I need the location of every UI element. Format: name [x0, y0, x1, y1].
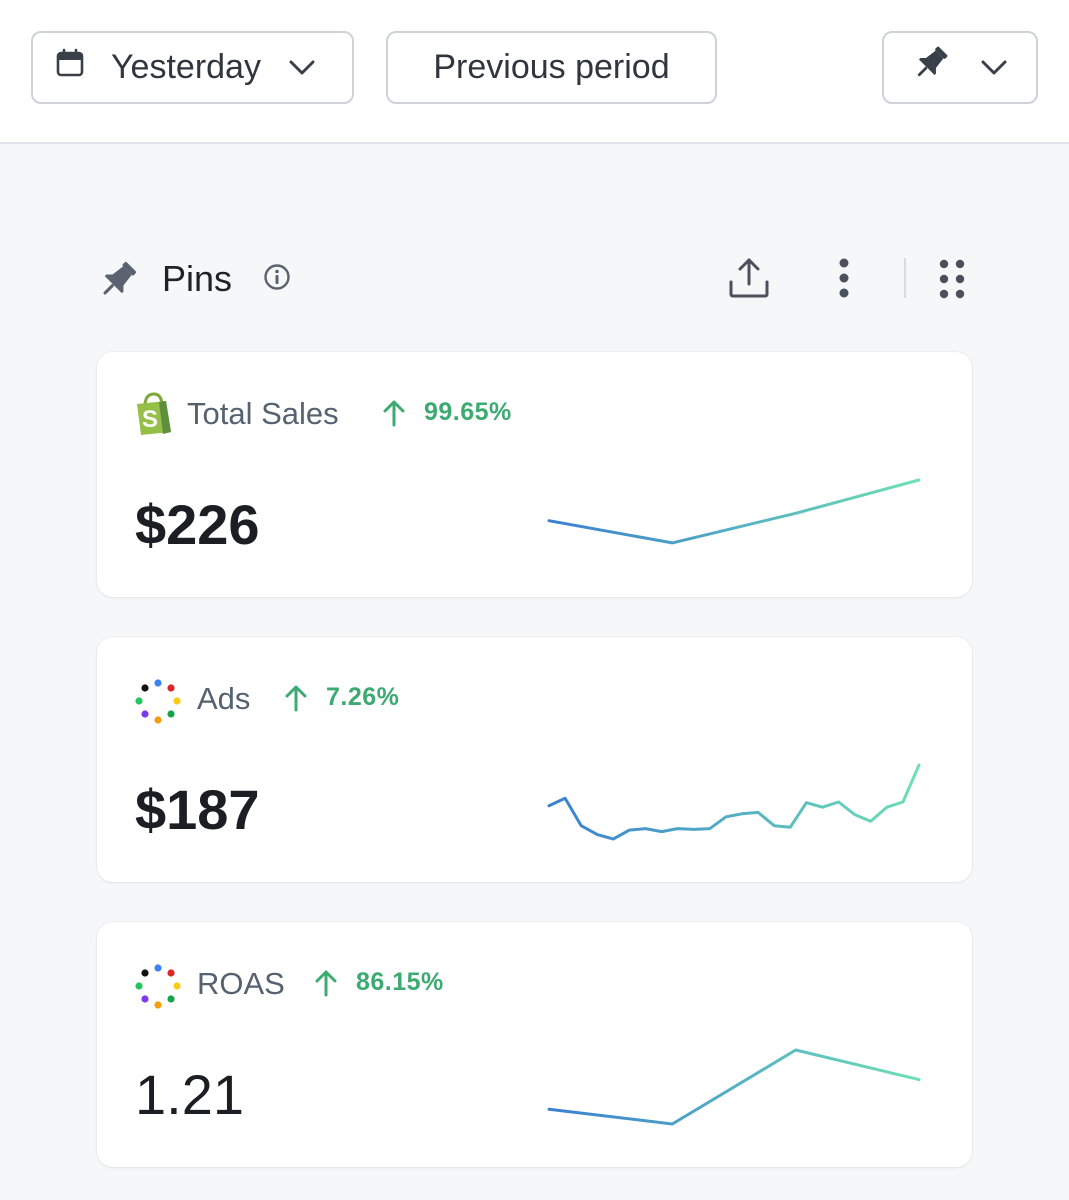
- change-badge: 86.15%: [314, 968, 444, 997]
- more-vertical-icon[interactable]: [834, 258, 854, 303]
- arrow-up-icon: [315, 970, 337, 996]
- metric-name: Total Sales: [187, 396, 339, 431]
- pins-section-header: Pins: [96, 250, 971, 310]
- section-title: Pins: [162, 258, 233, 299]
- sparkline: [547, 1048, 921, 1126]
- metric-name: Ads: [197, 681, 251, 716]
- change-badge: 99.65%: [382, 398, 512, 427]
- ads-dots-icon: [135, 679, 181, 730]
- metric-card-total-sales[interactable]: S Total Sales 99.65% $226: [97, 352, 972, 597]
- divider: [904, 258, 906, 298]
- drag-grip-icon[interactable]: [938, 259, 966, 304]
- sparkline: [547, 478, 921, 545]
- metric-value: 1.21: [135, 1063, 244, 1126]
- metric-name: ROAS: [197, 966, 285, 1001]
- ads-dots-icon: [135, 964, 181, 1015]
- sparkline-series: [547, 1048, 921, 1126]
- sparkline: [547, 763, 921, 841]
- change-badge: 7.26%: [284, 683, 399, 712]
- calendar-icon: [55, 48, 85, 87]
- compare-period-button[interactable]: Previous period: [386, 31, 717, 104]
- sparkline-series: [547, 478, 921, 545]
- pin-icon: [911, 43, 951, 92]
- change-value: 99.65%: [424, 398, 512, 426]
- chevron-down-icon: [287, 48, 317, 87]
- sparkline-series: [547, 763, 921, 841]
- pin-menu-dropdown[interactable]: [882, 31, 1038, 104]
- compare-period-label: Previous period: [433, 48, 670, 86]
- date-range-dropdown[interactable]: Yesterday: [31, 31, 354, 104]
- upload-icon[interactable]: [727, 256, 771, 305]
- chevron-down-icon: [979, 48, 1009, 87]
- metric-value: $226: [135, 493, 260, 556]
- arrow-up-icon: [285, 685, 307, 711]
- toolbar: Yesterday Previous period: [0, 0, 1069, 144]
- change-value: 7.26%: [326, 683, 400, 711]
- info-icon[interactable]: [263, 263, 291, 296]
- change-value: 86.15%: [356, 968, 444, 996]
- pin-icon: [96, 258, 140, 307]
- metric-card-roas[interactable]: ROAS 86.15% 1.21: [97, 922, 972, 1167]
- metric-value: $187: [135, 778, 260, 841]
- date-range-label: Yesterday: [111, 48, 261, 86]
- metric-card-ads[interactable]: Ads 7.26% $187: [97, 637, 972, 882]
- arrow-up-icon: [383, 400, 405, 426]
- shopify-icon: S: [133, 392, 175, 441]
- svg-text:S: S: [142, 406, 158, 433]
